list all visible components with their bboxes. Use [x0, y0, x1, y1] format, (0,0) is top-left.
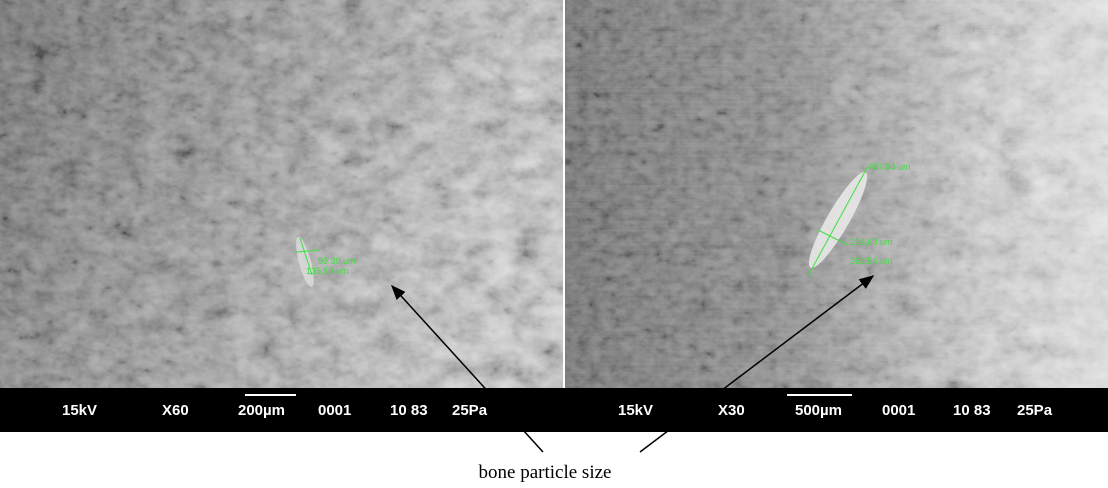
voltage: 15kV: [62, 402, 97, 419]
pressure: 25Pa: [452, 402, 488, 419]
scale: 200µm: [238, 402, 285, 419]
measurement-label: 997.94 um: [868, 162, 911, 172]
measurement-label: 216.63 um: [850, 237, 893, 247]
pressure: 25Pa: [1017, 402, 1053, 419]
figure: 93.39 um 135.50 um 997.94 um 216.63 um 2…: [0, 0, 1108, 488]
code: 10 83: [953, 402, 991, 419]
measurement-label: 262.54 um: [850, 256, 893, 266]
scale: 500µm: [795, 402, 842, 419]
caption: bone particle size: [479, 462, 612, 483]
magnification: X30: [718, 402, 745, 419]
code: 10 83: [390, 402, 428, 419]
right-image: 997.94 um 216.63 um 262.54 um: [565, 0, 1108, 388]
measurement-label: 93.39 um: [318, 256, 356, 266]
image-number: 0001: [882, 402, 915, 419]
magnification: X60: [162, 402, 189, 419]
image-number: 0001: [318, 402, 351, 419]
voltage: 15kV: [618, 402, 653, 419]
measurement-label: 135.50 um: [306, 266, 349, 276]
left-image: 93.39 um 135.50 um: [0, 0, 563, 388]
